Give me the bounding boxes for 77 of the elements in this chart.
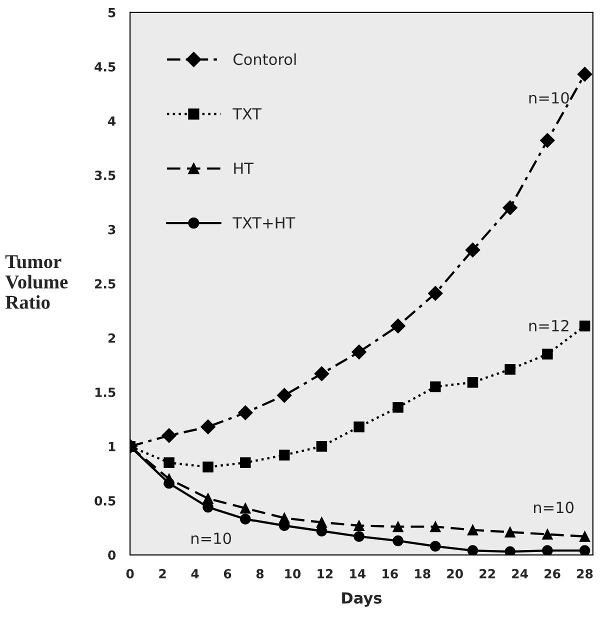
point — [392, 521, 404, 532]
x-tick-label: 14 — [350, 569, 366, 578]
point — [164, 478, 174, 489]
x-tick-label: 26 — [544, 569, 560, 578]
point — [504, 546, 516, 555]
y-tick-label: 2 — [108, 333, 116, 343]
point — [542, 348, 553, 360]
annotation: n=10 — [534, 502, 574, 514]
point — [467, 377, 478, 388]
x-tick-label: 24 — [512, 569, 528, 578]
y-tick-label: 1 — [108, 442, 116, 452]
point — [392, 402, 404, 413]
x-tick-label: 12 — [318, 569, 333, 578]
point — [316, 441, 328, 452]
x-tick-label: 22 — [480, 569, 495, 578]
point — [240, 514, 251, 524]
point — [202, 462, 214, 472]
y-axis-title: Tumor Volume Ratio — [5, 255, 68, 309]
point — [502, 200, 518, 216]
point — [579, 545, 590, 555]
x-tick-label: 6 — [224, 569, 232, 578]
point — [240, 457, 251, 468]
annotation: n=12 — [529, 320, 568, 332]
point — [240, 502, 251, 514]
point — [276, 388, 292, 403]
x-tick-label: 20 — [447, 569, 463, 578]
y-tick-label: 3.5 — [94, 170, 116, 180]
x-tick-label: 0 — [126, 569, 134, 578]
x-tick-label: 10 — [285, 569, 301, 578]
point — [579, 531, 590, 542]
point — [428, 286, 443, 301]
legend-label: HT — [234, 162, 254, 174]
x-tick-label: 28 — [577, 569, 593, 578]
point — [504, 526, 516, 538]
point — [352, 344, 366, 360]
point — [430, 521, 441, 532]
x-axis-title: Days — [342, 592, 382, 607]
point — [540, 133, 555, 148]
point — [579, 320, 590, 332]
point — [430, 540, 441, 552]
y-tick-label: 5 — [108, 8, 116, 18]
point — [200, 419, 216, 434]
point — [354, 531, 364, 542]
y-tick-label: 4 — [108, 116, 116, 126]
point — [542, 528, 553, 540]
point — [314, 366, 330, 382]
point — [278, 450, 290, 460]
point — [390, 318, 406, 334]
point — [577, 66, 592, 82]
point — [238, 405, 253, 420]
y-tick-label: 0.5 — [94, 496, 116, 506]
annotation: n=10 — [529, 92, 569, 104]
x-tick-label: 18 — [415, 569, 430, 578]
point — [164, 457, 174, 468]
point — [162, 428, 176, 443]
x-tick-label: 2 — [159, 569, 166, 578]
annotation: n=10 — [191, 532, 232, 544]
x-tick-label: 16 — [382, 569, 398, 578]
point — [465, 242, 480, 258]
point — [467, 545, 478, 555]
point — [430, 381, 441, 392]
y-tick-label: 2.5 — [95, 279, 116, 289]
x-tick-label: 4 — [191, 569, 199, 578]
legend-label: Contorol — [234, 53, 296, 66]
point — [354, 421, 364, 432]
point — [467, 524, 478, 536]
legend-label: TXT+HT — [232, 217, 296, 228]
y-tick-label: 0 — [108, 550, 116, 560]
y-tick-label: 4.5 — [94, 62, 116, 72]
point — [392, 535, 404, 546]
point — [504, 364, 516, 375]
point — [542, 545, 553, 555]
y-tick-label: 3 — [108, 224, 116, 234]
x-tick-label: 8 — [256, 569, 264, 578]
legend-label: TXT — [232, 108, 262, 120]
y-tick-label: 1.5 — [95, 388, 116, 398]
point — [354, 520, 364, 531]
